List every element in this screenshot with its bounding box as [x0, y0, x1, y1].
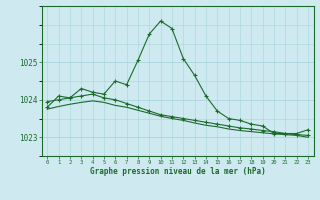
X-axis label: Graphe pression niveau de la mer (hPa): Graphe pression niveau de la mer (hPa) — [90, 167, 266, 176]
